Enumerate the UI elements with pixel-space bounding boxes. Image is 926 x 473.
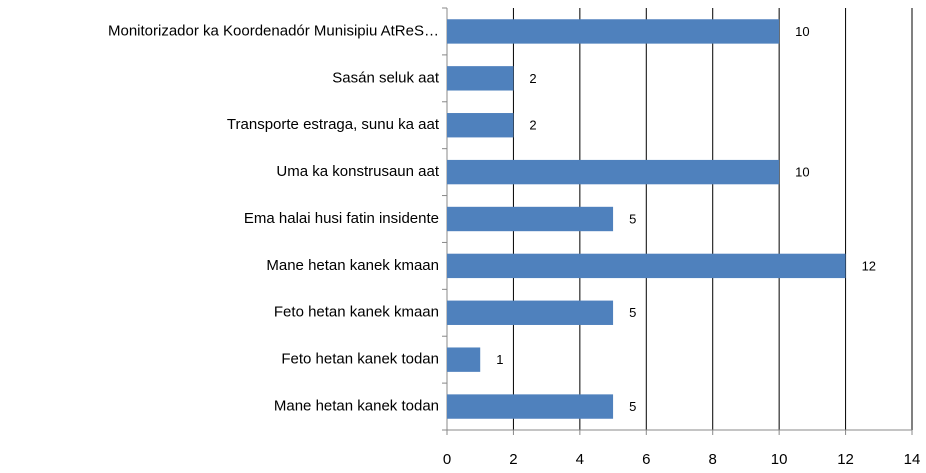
bar — [447, 19, 780, 44]
y-tick-label: Ema halai husi fatin insidente — [244, 210, 439, 227]
y-tick-label: Uma ka konstrusaun aat — [276, 163, 439, 180]
x-tick-label: 4 — [576, 451, 584, 468]
y-tick-label: Feto hetan kanek todan — [281, 351, 439, 368]
x-tick-label: 2 — [509, 451, 517, 468]
data-label: 10 — [795, 24, 809, 39]
bar — [447, 206, 614, 232]
bar — [447, 113, 514, 138]
x-tick-label: 8 — [709, 451, 717, 468]
x-tick-label: 6 — [642, 451, 650, 468]
data-label: 5 — [629, 305, 636, 320]
bar — [447, 347, 481, 372]
x-tick-label: 0 — [443, 451, 451, 468]
data-label: 5 — [629, 399, 636, 414]
x-tick-label: 12 — [837, 451, 854, 468]
y-tick-label: Sasán seluk aat — [332, 69, 440, 86]
bar — [447, 253, 846, 279]
bar — [447, 159, 780, 185]
y-tick-label: Mane hetan kanek todan — [274, 398, 439, 415]
y-tick-label: Monitorizador ka Koordenadór Munisipiu A… — [108, 22, 439, 39]
y-tick-label: Feto hetan kanek kmaan — [274, 304, 439, 321]
y-tick-label: Transporte estraga, sunu ka aat — [227, 116, 440, 133]
bar — [447, 300, 614, 325]
data-label: 2 — [529, 71, 536, 86]
y-tick-label: Mane hetan kanek kmaan — [266, 257, 439, 274]
bar — [447, 66, 514, 91]
data-label: 5 — [629, 211, 636, 226]
data-label: 10 — [795, 165, 809, 180]
x-tick-label: 10 — [771, 451, 788, 468]
x-tick-label: 14 — [904, 451, 921, 468]
data-label: 12 — [862, 258, 876, 273]
data-label: 1 — [496, 352, 503, 367]
data-label: 2 — [529, 118, 536, 133]
bar — [447, 394, 614, 419]
